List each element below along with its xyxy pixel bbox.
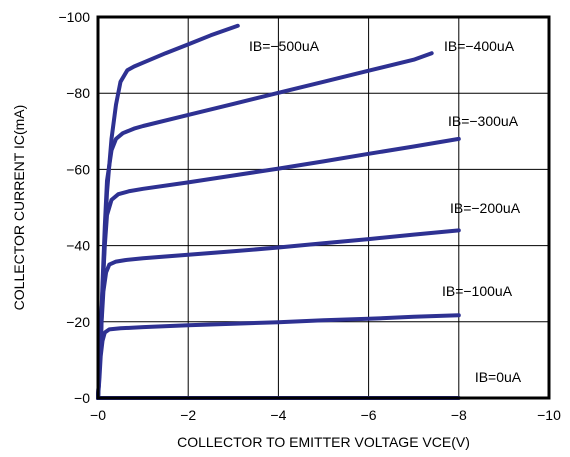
curve-label: IB=−500uA bbox=[249, 38, 320, 54]
curve-label: IB=−300uA bbox=[448, 113, 519, 129]
y-tick-label: −60 bbox=[66, 161, 90, 177]
x-tick-label: −0 bbox=[90, 407, 106, 423]
y-tick-label: −100 bbox=[58, 9, 90, 25]
x-tick-label: −10 bbox=[537, 407, 561, 423]
curve-label: IB=0uA bbox=[475, 369, 522, 385]
x-tick-label: −2 bbox=[180, 407, 196, 423]
x-axis-label: COLLECTOR TO EMITTER VOLTAGE VCE(V) bbox=[177, 434, 470, 450]
x-tick-label: −8 bbox=[451, 407, 467, 423]
curve-label: IB=−400uA bbox=[444, 38, 515, 54]
x-tick-label: −6 bbox=[361, 407, 377, 423]
y-tick-label: −80 bbox=[66, 85, 90, 101]
series-line bbox=[96, 23, 240, 400]
curve-label: IB=−200uA bbox=[450, 200, 521, 216]
curve-labels: IB=0uA IB=−100uA IB=−200uA IB=−300uA IB=−400… bbox=[249, 38, 522, 385]
curve-label: IB=−100uA bbox=[442, 283, 513, 299]
x-tick-label: −4 bbox=[270, 407, 286, 423]
series-line bbox=[96, 51, 434, 400]
y-tick-label: −20 bbox=[66, 314, 90, 330]
plot-frame bbox=[96, 15, 551, 400]
y-axis-label: COLLECTOR CURRENT IC(mA) bbox=[11, 105, 27, 311]
y-tick-label: −0 bbox=[74, 390, 90, 406]
y-tick-labels: −0 −20 −40 −60 −80 −100 bbox=[58, 9, 90, 406]
x-tick-labels: −0 −2 −4 −6 −8 −10 bbox=[90, 407, 561, 423]
y-tick-label: −40 bbox=[66, 238, 90, 254]
